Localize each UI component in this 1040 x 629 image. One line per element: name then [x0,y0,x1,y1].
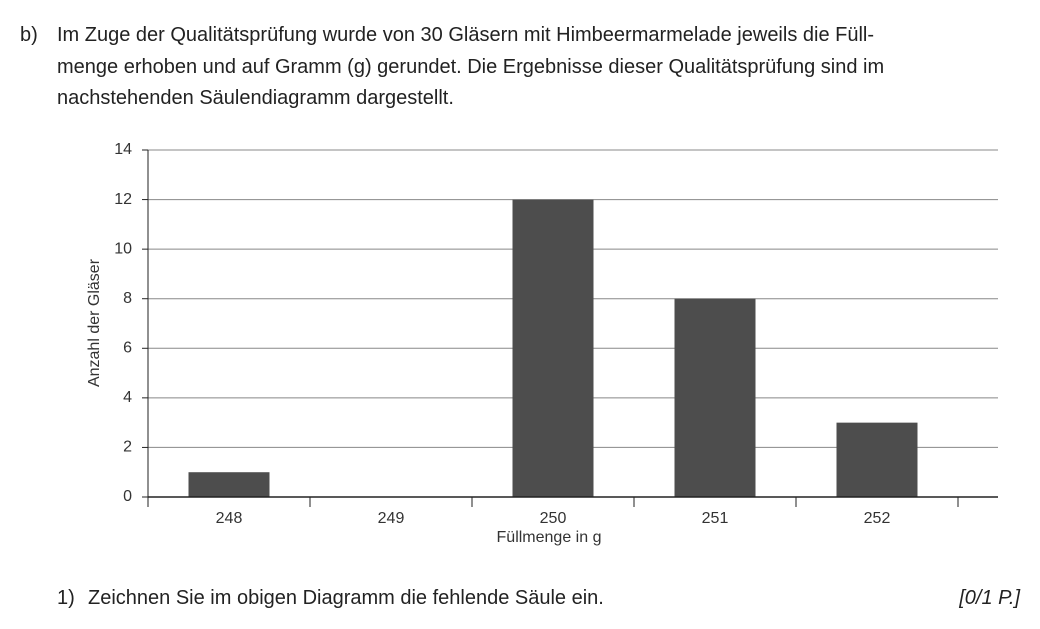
x-tick-label: 250 [540,510,567,527]
text-line: Im Zuge der Qualitätsprüfung wurde von 3… [57,24,875,46]
bar [512,199,594,498]
bar [674,298,756,497]
y-tick-label: 8 [123,290,132,307]
y-tick-label: 4 [123,389,132,406]
task-text: Zeichnen Sie im obigen Diagramm die fehl… [88,587,604,609]
y-tick-label: 12 [114,191,132,208]
x-tick-label: 249 [378,510,405,527]
text-line: menge erhoben und auf Gramm (g) gerundet… [57,56,885,78]
text-line: nachstehenden Säulendiagramm dargestellt… [57,87,454,109]
x-axis-label: Füllmenge in g [497,529,602,546]
y-tick-label: 10 [114,240,132,257]
y-tick-label: 14 [114,141,132,158]
x-tick-label: 251 [702,510,729,527]
x-tick-label: 252 [864,510,891,527]
item-label: b) [20,24,38,46]
bar [836,422,918,497]
y-tick-label: 6 [123,340,132,357]
y-tick-label: 0 [123,488,132,505]
y-axis-label: Anzahl der Gläser [86,258,103,387]
y-tick-label: 2 [123,439,132,456]
task-label: 1) [57,587,75,609]
task-points: [0/1 P.] [959,587,1020,609]
bar [188,472,270,497]
x-tick-label: 248 [216,510,243,527]
